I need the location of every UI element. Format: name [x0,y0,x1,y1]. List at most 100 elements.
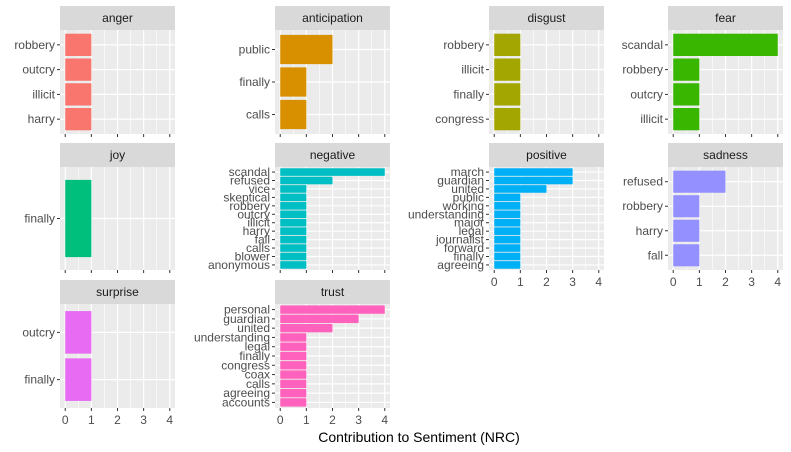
y-tick-label: scandal [622,38,663,52]
y-tick-label: united [451,182,484,196]
bar-trust-calls [280,379,307,389]
facet-strip-label: sadness [703,148,748,162]
y-tick-label: coax [245,368,270,382]
bar-anticipation-public [280,34,333,65]
x-axis-title: Contribution to Sentiment (NRC) [318,429,520,445]
y-tick-label: outcry [630,87,663,101]
bar-positive-major [494,218,521,227]
y-tick-label: blower [235,249,270,263]
y-tick-label: robbery [229,199,270,213]
y-tick-label: robbery [622,199,663,213]
bar-positive-forward [494,244,521,252]
bar-trust-personal [280,305,385,314]
x-tick-label: 0 [62,413,69,427]
y-tick-label: finally [24,373,55,387]
facet-strip [275,280,390,304]
x-tick-label: 3 [140,413,147,427]
y-tick-label: vice [249,182,271,196]
bar-anger-illicit [65,83,92,106]
y-tick-label: fall [648,248,663,262]
bar-disgust-finally [494,83,521,106]
bar-trust-agreeing [280,388,307,398]
x-tick-label: 2 [722,275,729,289]
facet-strip [60,143,175,167]
bar-trust-accounts [280,398,307,407]
y-tick-label: anonymous [208,258,270,272]
x-tick-label: 4 [774,275,781,289]
bar-anticipation-calls [280,99,307,130]
bar-negative-vice [280,185,307,193]
y-tick-label: illicit [32,87,55,101]
y-tick-label: agreeing [437,258,484,272]
y-tick-label: legal [459,224,484,238]
x-tick-label: 0 [491,275,498,289]
bar-sadness-harry [673,219,700,242]
y-tick-label: finally [453,87,484,101]
bar-positive-guardian [494,176,573,185]
y-tick-label: harry [28,112,55,126]
y-tick-label: united [237,321,270,335]
y-tick-label: harry [243,224,270,238]
bar-negative-skeptical [280,193,307,202]
bar-positive-legal [494,227,521,235]
bar-disgust-robbery [494,33,521,56]
bar-positive-march [494,168,573,176]
y-tick-label: harry [636,224,663,238]
x-tick-label: 1 [303,413,310,427]
y-tick-label: outcry [237,207,270,221]
y-tick-label: robbery [622,63,663,77]
bar-disgust-congress [494,108,521,131]
x-tick-label: 2 [329,413,336,427]
bar-negative-calls [280,244,307,252]
facet-strip-label: anticipation [302,11,363,25]
bar-positive-finally [494,252,521,261]
x-tick-label: 4 [166,413,173,427]
x-tick-label: 1 [696,275,703,289]
bar-trust-finally [280,351,307,361]
facet-strip [60,280,175,304]
y-tick-label: finally [453,249,484,263]
facet-strip-label: disgust [527,11,566,25]
y-tick-label: understanding [194,330,270,344]
facet-strip-label: trust [321,285,345,299]
x-tick-label: 1 [88,413,95,427]
y-tick-label: scandal [229,165,270,179]
bar-negative-harry [280,227,307,235]
facet-strip [668,6,783,30]
bar-trust-understanding [280,333,307,342]
bar-positive-journalist [494,235,521,244]
facet-panels: angerrobberyoutcryillicitharryanticipati… [14,6,783,427]
y-tick-label: finally [24,212,55,226]
y-tick-label: skeptical [223,190,270,204]
facet-strip-label: positive [526,148,567,162]
facet-strip [668,143,783,167]
y-tick-label: illicit [461,63,484,77]
y-tick-label: calls [246,377,270,391]
bar-negative-anonymous [280,261,307,269]
bar-fear-scandal [673,33,778,56]
facet-strip-label: anger [102,11,133,25]
y-tick-label: congress [221,358,270,372]
y-tick-label: public [453,190,484,204]
bar-anger-robbery [65,33,92,56]
x-tick-label: 4 [595,275,602,289]
bar-anticipation-finally [280,67,307,97]
y-tick-label: understanding [408,207,484,221]
facet-strip [489,6,604,30]
bar-negative-robbery [280,202,307,210]
x-tick-label: 3 [355,413,362,427]
y-tick-label: illicit [247,216,270,230]
bar-surprise-finally [65,358,92,401]
bar-sadness-refused [673,170,726,193]
facet-anticipation: anticipation public finally calls [239,6,390,137]
y-tick-label: robbery [14,38,55,52]
bar-negative-outcry [280,210,307,219]
facet-strip [275,143,390,167]
y-tick-label: working [442,199,484,213]
facet-trust: trust personalguardianunitedunderstanding… [194,280,390,427]
y-tick-label: personal [224,303,270,317]
y-tick-label: accounts [222,395,270,409]
y-tick-label: guardian [437,174,484,188]
bar-positive-public [494,193,521,202]
